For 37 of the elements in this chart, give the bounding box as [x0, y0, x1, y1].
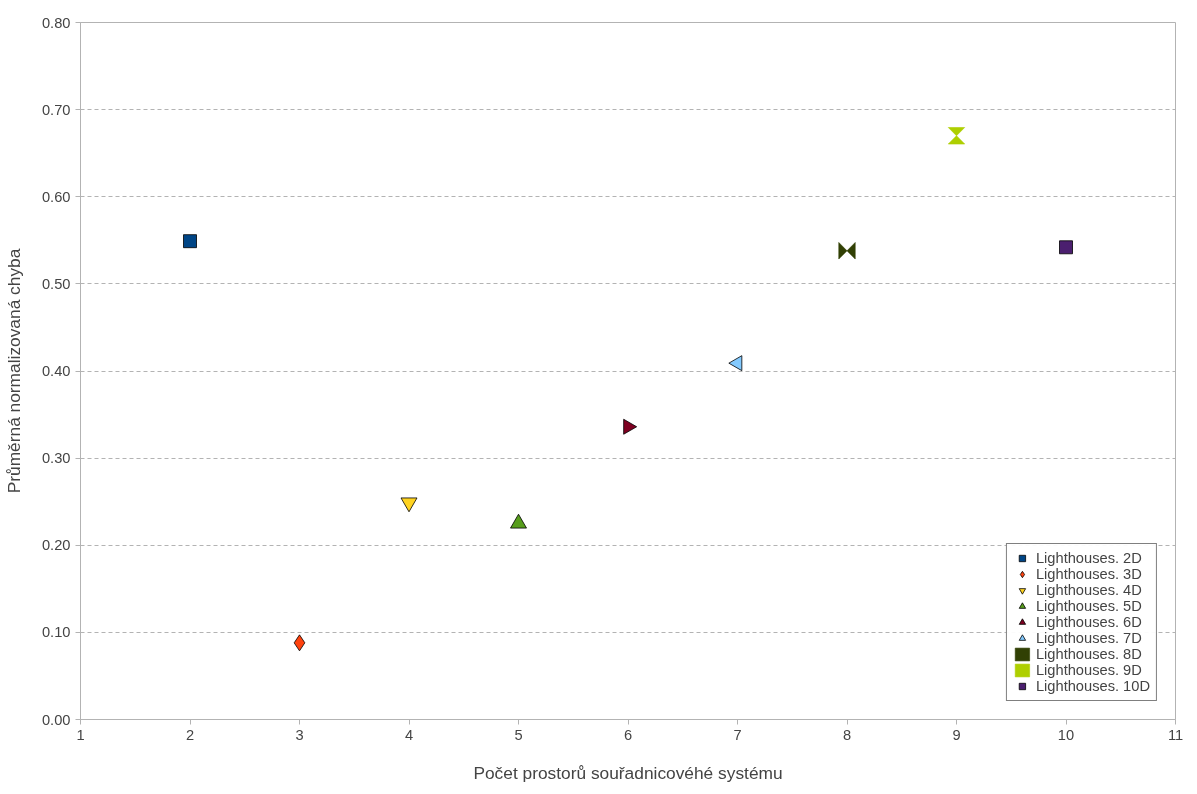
x-tick-label: 8: [842, 726, 852, 743]
y-tick-label: 0.60: [41, 188, 71, 205]
y-axis-title: Průměrná normalizovaná chyba: [3, 248, 24, 494]
y-tick-label: 0.40: [41, 363, 71, 379]
y-tick-label: 0.50: [41, 275, 71, 292]
legend-label: Lighthouses. 10D: [1035, 678, 1150, 694]
x-tick-label: 9: [952, 726, 961, 743]
legend-label: Lighthouses. 6D: [1035, 614, 1142, 630]
x-tick-label: 11: [1167, 726, 1184, 743]
x-tick-label: 7: [733, 726, 742, 743]
y-tick-label: 0.80: [41, 14, 71, 31]
y-tick-label: 0.10: [41, 624, 71, 641]
legend-label: Lighthouses. 9D: [1035, 662, 1142, 678]
x-tick-label: 10: [1057, 726, 1075, 743]
point: [947, 127, 966, 145]
legend-label: Lighthouses. 3D: [1035, 566, 1142, 582]
legend-label: Lighthouses. 7D: [1035, 630, 1142, 646]
y-tick-label: 0.70: [41, 101, 71, 118]
x-tick-label: 3: [295, 726, 304, 743]
x-tick-label: 2: [185, 726, 195, 743]
x-tick-label: 5: [514, 726, 523, 743]
x-tick-label: 6: [623, 726, 633, 743]
y-tick-label: 0.20: [41, 537, 71, 554]
legend-label: Lighthouses. 8D: [1035, 646, 1142, 662]
point: [293, 634, 306, 652]
legend-label: Lighthouses. 2D: [1035, 550, 1142, 566]
x-axis-title: Počet prostorů souřadnicovéhé systému: [473, 762, 783, 783]
y-tick-label: 0.30: [41, 450, 71, 467]
x-tick-label: 4: [404, 726, 414, 743]
point: [838, 242, 856, 260]
x-tick-label: 1: [76, 726, 85, 743]
legend-label: Lighthouses. 4D: [1035, 582, 1142, 598]
point: [183, 234, 197, 249]
point: [728, 355, 743, 372]
legend-label: Lighthouses. 5D: [1035, 598, 1142, 614]
y-tick-label: 0.00: [41, 711, 71, 728]
point: [1059, 240, 1073, 255]
